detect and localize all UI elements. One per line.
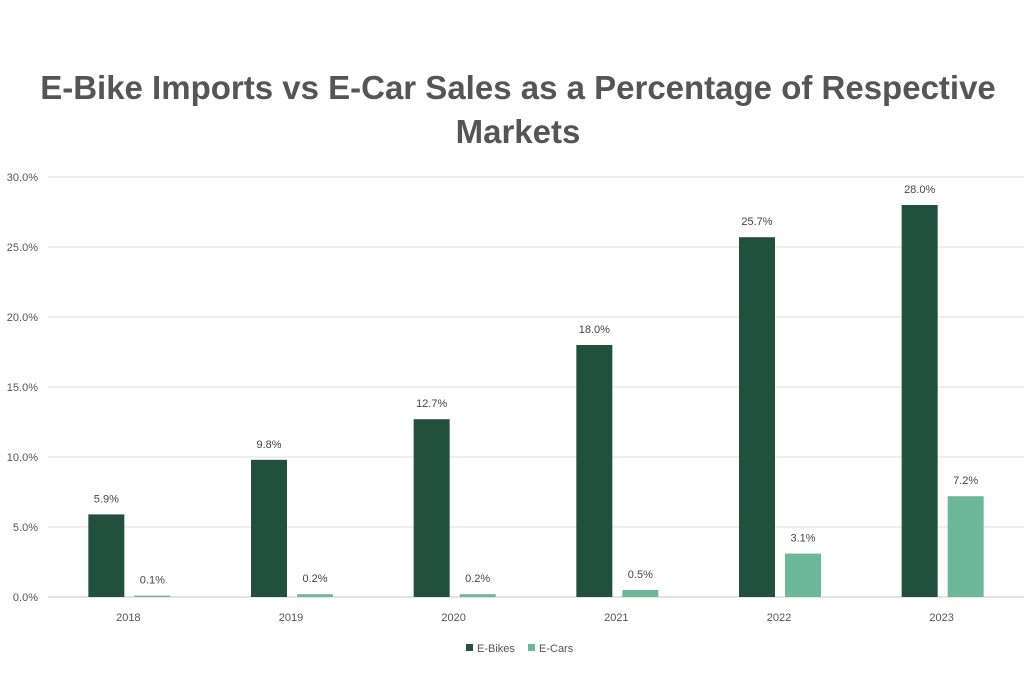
legend-label: E-Cars [539, 643, 574, 655]
data-label: 12.7% [416, 398, 447, 410]
x-tick-label: 2019 [279, 612, 303, 624]
bar-ebikes-2022 [739, 237, 775, 597]
y-tick-label: 10.0% [7, 452, 38, 464]
y-tick-label: 5.0% [13, 522, 38, 534]
data-label: 3.1% [790, 533, 815, 545]
legend-swatch [466, 644, 473, 651]
legend: E-Bikes E-Cars [466, 643, 574, 655]
data-label: 0.1% [140, 575, 165, 587]
x-tick-label: 2021 [604, 612, 628, 624]
data-label: 28.0% [904, 184, 935, 196]
bar-ebikes-2018 [88, 514, 125, 597]
legend-item-ebikes: E-Bikes [466, 643, 515, 655]
x-tick-label: 2018 [116, 612, 140, 624]
data-label: 0.2% [465, 573, 490, 585]
bar-ecars-2018 [134, 595, 171, 597]
chart-title: E-Bike Imports vs E-Car Sales as a Perce… [40, 69, 996, 150]
legend-label: E-Bikes [477, 643, 515, 655]
bar-ecars-2020 [459, 594, 496, 597]
data-label: 25.7% [741, 216, 772, 228]
bar-ebikes-2021 [576, 345, 613, 597]
data-label: 5.9% [94, 493, 119, 505]
x-tick-label: 2020 [441, 612, 465, 624]
data-label: 9.8% [256, 439, 281, 451]
y-tick-label: 0.0% [13, 592, 38, 604]
y-tick-label: 25.0% [7, 242, 38, 254]
bar-ecars-2019 [297, 594, 333, 597]
x-tick-label: 2023 [929, 612, 953, 624]
data-label: 7.2% [953, 475, 978, 487]
bar-ebikes-2019 [251, 459, 287, 597]
bar-ebikes-2020 [413, 419, 450, 597]
bar-ecars-2021 [622, 590, 659, 597]
data-label: 0.5% [628, 569, 653, 581]
y-tick-label: 15.0% [7, 382, 38, 394]
legend-swatch [528, 644, 535, 651]
bar-ecars-2022 [785, 553, 821, 597]
x-tick-label: 2022 [767, 612, 791, 624]
bar-ecars-2023 [947, 496, 984, 597]
y-tick-label: 20.0% [7, 312, 38, 324]
data-label: 18.0% [579, 324, 610, 336]
bar-ebikes-2023 [901, 205, 938, 597]
y-tick-label: 30.0% [7, 172, 38, 184]
legend-item-ecars: E-Cars [528, 643, 574, 655]
data-label: 0.2% [302, 573, 327, 585]
